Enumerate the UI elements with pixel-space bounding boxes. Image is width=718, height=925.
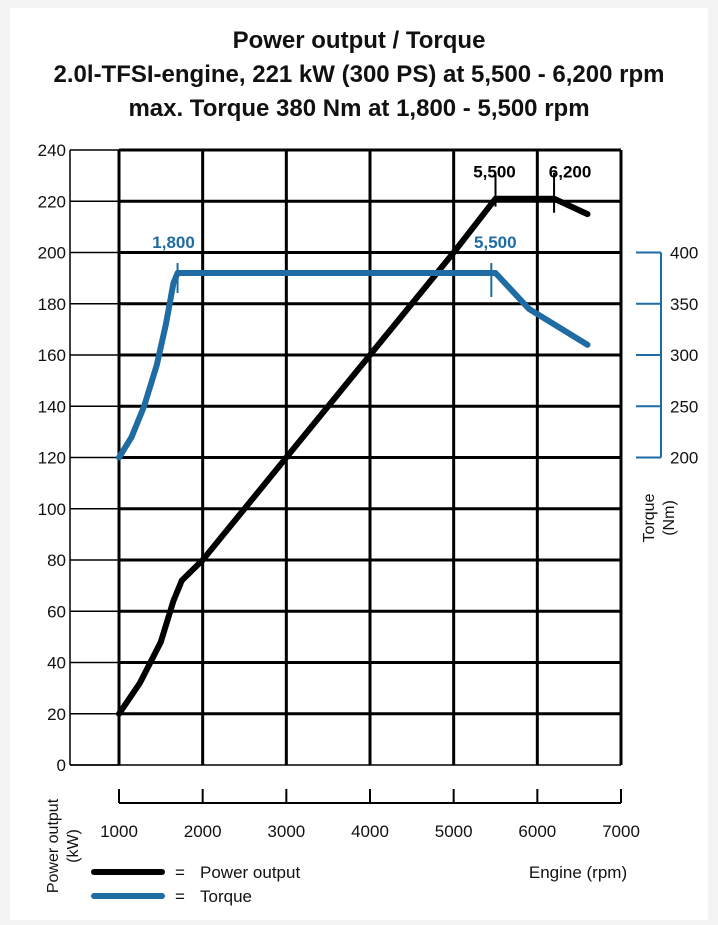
annotation-label: 5,500: [473, 163, 516, 182]
y-axis-title-right: Torque (Nm): [641, 493, 678, 542]
x-tick-label: 3000: [267, 822, 305, 841]
legend-label: Power output: [200, 863, 300, 882]
y-tick-label-left: 240: [38, 141, 66, 160]
chart-title: Power output / Torque: [232, 27, 486, 54]
y-tick-label-left: 100: [38, 500, 66, 519]
y-tick-label-left: 20: [47, 705, 66, 724]
y-tick-label-left: 220: [38, 192, 66, 211]
axes: 0 20 40 60 80 100 120 140 160 180 200 220 240 1000 200…: [38, 141, 699, 841]
y-tick-label-left: 140: [38, 397, 66, 416]
y-tick-label-left: 40: [47, 654, 66, 673]
y-tick-label-left: 60: [47, 602, 66, 621]
chart-frame: [10, 8, 708, 920]
y-axis-title-left: Power output (kW): [45, 798, 82, 893]
x-tick-label: 1000: [100, 822, 138, 841]
torque-line: [116, 270, 591, 461]
y-tick-label-left: 200: [38, 244, 66, 263]
y-tick-label-left: 180: [38, 295, 66, 314]
chart-subtitle-1: 2.0l-TFSI-engine, 221 kW (300 PS) at 5,5…: [53, 61, 665, 88]
x-tick-label: 4000: [351, 822, 389, 841]
y-tick-label-left: 0: [57, 756, 66, 775]
y-axis-title-left-line-1: Power output: [45, 798, 62, 893]
y-tick-label-left: 80: [47, 551, 66, 570]
x-tick-label: 6000: [518, 822, 556, 841]
legend-equals: =: [175, 863, 185, 882]
y-tick-label-left: 160: [38, 346, 66, 365]
legend-label: Torque: [200, 887, 252, 906]
y-tick-label-right: 250: [670, 397, 698, 416]
y-tick-label-right: 200: [670, 449, 698, 468]
y-tick-label-right: 300: [670, 346, 698, 365]
axis-labels: Power output (kW)Torque (Nm)Engine (rpm): [45, 493, 678, 893]
annotation-label: 5,500: [474, 233, 517, 252]
legend-equals: =: [175, 887, 185, 906]
x-tick-label: 2000: [184, 822, 222, 841]
y-axis-title-left-line-2: (kW): [65, 829, 82, 863]
chart-subtitle-2: max. Torque 380 Nm at 1,800 - 5,500 rpm: [128, 95, 590, 122]
y-axis-title-right-line-1: Torque: [641, 493, 658, 542]
y-tick-label-right: 350: [670, 295, 698, 314]
x-axis-title: Engine (rpm): [529, 863, 627, 882]
series: [116, 195, 591, 717]
annotations: 1,800 5,500 5,500 6,200: [152, 163, 591, 297]
power-output-line: [116, 195, 591, 717]
annotation-label: 6,200: [549, 163, 592, 182]
x-tick-label: 5000: [435, 822, 473, 841]
y-axis-title-right-line-2: (Nm): [661, 500, 678, 536]
annotation-label: 1,800: [152, 233, 195, 252]
y-tick-label-left: 120: [38, 449, 66, 468]
x-tick-label: 7000: [602, 822, 640, 841]
legend: = Power output = Torque: [91, 863, 300, 906]
y-tick-label-right: 400: [670, 244, 698, 263]
